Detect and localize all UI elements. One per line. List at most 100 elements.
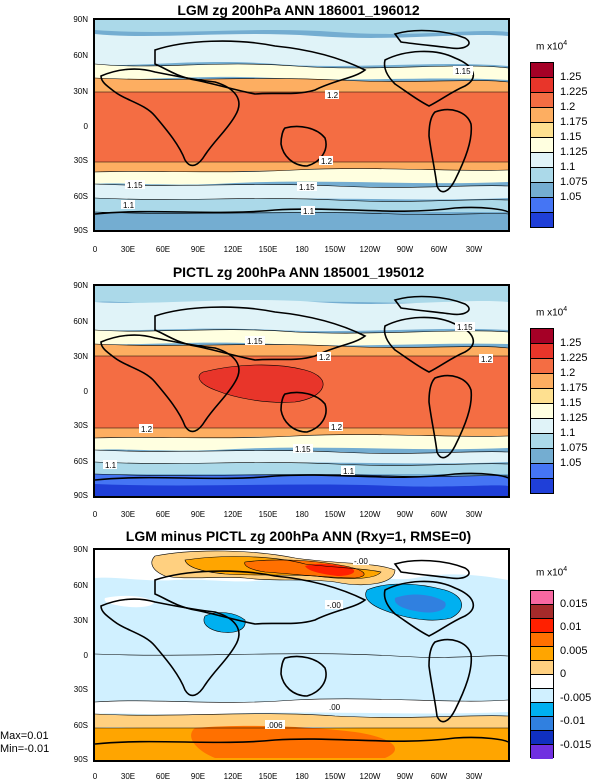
lat-label: 0 [83,122,88,131]
colorbar-unit: m x104 [536,306,568,319]
colorbar-swatch [531,434,553,449]
panel1-title: LGM zg 200hPa ANN 186001_196012 [177,2,420,18]
colorbar-swatch [531,78,553,93]
colorbar-swatch [531,619,553,633]
contour-label: 1.2 [481,355,493,364]
lat-label: 90N [73,15,88,24]
colorbar-swatch [531,63,553,78]
lon-label: 30W [465,245,483,254]
contour-label: -.00 [327,601,341,610]
contour-label: .006 [267,721,283,730]
colorbar-label: -0.01 [560,715,586,727]
colorbar-swatch [531,153,553,168]
contour-label: .00 [329,703,341,712]
lon-label: 30E [120,510,136,519]
colorbar-label: -0.005 [560,692,592,704]
colorbar-swatch [531,329,553,344]
lon-label: 150E [258,510,278,519]
colorbar-swatch [531,344,553,359]
colorbar-swatch [531,464,553,479]
lon-label: 120E [223,245,243,254]
lon-label: 120W [359,772,381,781]
lon-label: 120E [223,510,243,519]
lat-label: 30S [73,685,88,694]
colorbar-label: 1.125 [560,146,588,158]
colorbar-swatch [531,647,553,661]
colorbar-swatch [531,359,553,374]
lat-label: 90S [73,755,88,764]
lat-label: 30S [73,156,88,165]
panel1-map: 1.15 1.2 1.2 1.15 1.15 1.1 1.1 [93,18,510,232]
colorbar-swatch [531,374,553,389]
colorbar-label: 0.015 [560,598,588,610]
lon-label: 150W [324,772,346,781]
colorbar-swatch [531,108,553,123]
lon-label: 150W [324,510,346,519]
colorbar-swatch [531,689,553,703]
colorbar-swatch [531,168,553,183]
lat-label: 90N [73,281,88,290]
colorbar-unit: m x104 [536,566,568,579]
contour-label: 1.1 [303,207,315,216]
lon-label: 150W [324,245,346,254]
lon-label: 60E [155,245,171,254]
colorbar-label: 1.175 [560,116,588,128]
panel2-map: 1.15 1.15 1.2 1.2 1.2 1.2 1.15 1.1 1.1 [93,284,510,498]
colorbar-unit: m x104 [536,40,568,53]
lon-label: 90E [190,245,206,254]
lon-label: 180 [295,510,309,519]
colorbar-label: 0.005 [560,645,588,657]
colorbar-label: 1.1 [560,427,576,439]
lon-label: 0 [92,245,98,254]
lon-label: 150E [258,772,278,781]
lat-label: 60S [73,192,88,201]
panel2-title: PICTL zg 200hPa ANN 185001_195012 [172,264,425,280]
lon-label: 0 [92,772,98,781]
lat-label: 60S [73,721,88,730]
colorbar-swatch [531,198,553,213]
colorbar-swatch [531,717,553,731]
contour-label: 1.15 [455,67,471,76]
colorbar-swatch [531,183,553,198]
colorbar-label: 1.075 [560,176,588,188]
lon-label: 60W [430,245,448,254]
colorbar-swatch [531,731,553,745]
contour-label: 1.2 [327,91,339,100]
contour-label: 1.15 [295,445,311,454]
colorbar-label: 1.25 [560,71,582,83]
lat-label: 90S [73,226,88,235]
contour-label: 1.15 [127,181,143,190]
colorbar-label: 1.25 [560,337,582,349]
colorbar-swatch [531,675,553,689]
lon-label: 120W [359,245,381,254]
panel1-colorbar [530,62,554,228]
lon-label: 120W [359,510,381,519]
colorbar-label: -0.015 [560,739,592,751]
colorbar-label: 0.01 [560,621,582,633]
lat-label: 0 [83,387,88,396]
colorbar-label: 1.15 [560,131,582,143]
contour-label: 1.1 [105,461,117,470]
colorbar-swatch [531,213,553,227]
stats-max: Max=0.01 [0,730,49,742]
lat-label: 0 [83,651,88,660]
lat-label: 60N [73,317,88,326]
colorbar-swatch [531,479,553,493]
lat-label: 90N [73,545,88,554]
colorbar-swatch [531,404,553,419]
lon-label: 180 [295,772,309,781]
lon-label: 60W [430,510,448,519]
lat-label: 30N [73,616,88,625]
colorbar-label: 1.225 [560,352,588,364]
lon-label: 60W [430,772,448,781]
lon-label: 90E [190,510,206,519]
contour-label: 1.2 [141,425,153,434]
lat-label: 30S [73,421,88,430]
panel3-colorbar [530,590,554,759]
lon-label: 0 [92,510,98,519]
lon-label: 60E [155,510,171,519]
contour-label: 1.1 [343,467,355,476]
colorbar-swatch [531,661,553,675]
lat-label: 60S [73,457,88,466]
lon-label: 30E [120,772,136,781]
